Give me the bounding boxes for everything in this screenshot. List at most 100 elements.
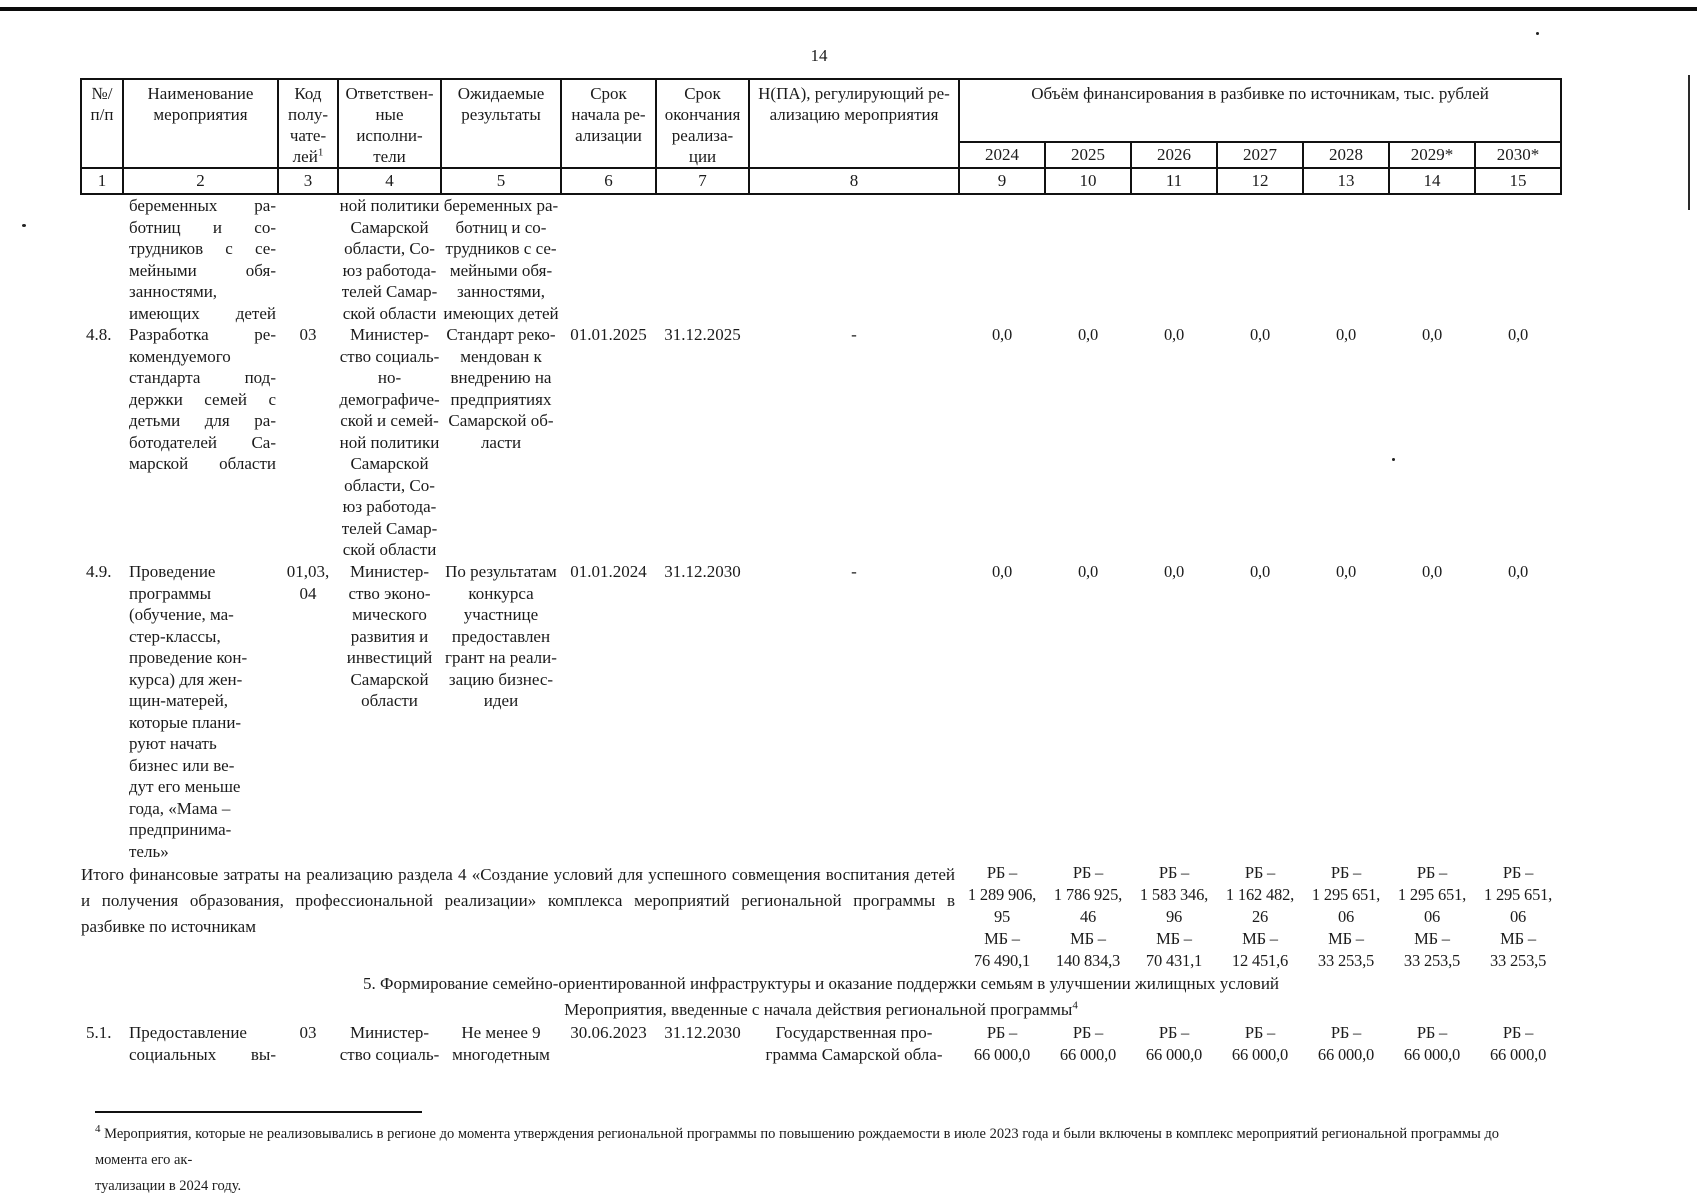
cell-executor: Министер- ство социаль- но- демографиче-… (339, 325, 440, 559)
column-number: 1 (80, 167, 124, 195)
cell-value-2028: 0,0 (1335, 325, 1357, 344)
cell-value-2029: 0,0 (1421, 325, 1443, 344)
cell-executor: ной политики Самарской области, Со- юз р… (339, 196, 440, 323)
cell-end-date: 31.12.2025 (664, 325, 741, 344)
year-header-2030: 2030* (1473, 140, 1563, 170)
total-value-2028: РБ – 1 295 651, 06 МБ – 33 253,5 (1311, 863, 1381, 970)
cell-code: 03 (299, 1023, 317, 1042)
cell-value-2026: 0,0 (1163, 562, 1185, 581)
cell-row-num (81, 194, 123, 324)
section5-title: 5. Формирование семейно-ориентированной … (363, 974, 1280, 993)
col-header-name: Наименование мероприятия (122, 78, 279, 169)
table-row-section5-title: 5. Формирование семейно-ориентированной … (81, 972, 1561, 998)
cell-value-2025: 0,0 (1077, 325, 1099, 344)
cell-value-2030: 0,0 (1508, 325, 1529, 344)
section5-footnote-ref: 4 (1072, 999, 1078, 1012)
table-row-4-8: 4.8. Разработка ре- комендуемого стандар… (81, 324, 1561, 561)
cell-value-2028: РБ – 66 000,0 (1317, 1023, 1375, 1064)
total-value-2024: РБ – 1 289 906, 95 МБ – 76 490,1 (967, 863, 1037, 970)
section5-subtitle: Мероприятия, введенные с начала действия… (81, 998, 1561, 1022)
footnote-marker: 4 (95, 1123, 101, 1136)
cell-code (278, 194, 338, 324)
cell-value-2024: 0,0 (991, 562, 1013, 581)
year-header-2025: 2025 (1044, 140, 1132, 170)
cell-value-2026: 0,0 (1163, 325, 1185, 344)
cell-value-2029: 0,0 (1421, 562, 1443, 581)
cell-measure-name: Проведение программы (обучение, ма- стер… (129, 562, 248, 861)
cell-value-2024: РБ – 66 000,0 (973, 1023, 1031, 1064)
scan-artifact-dot (1536, 32, 1539, 35)
column-number: 4 (337, 167, 442, 195)
col-header-code-text: Код полу- чате- лей (287, 84, 329, 166)
cell-executor: Министер- ство социаль- (339, 1023, 440, 1064)
col-header-start-date: Срок начала ре- ализации (560, 78, 657, 169)
table-row-continuation: беременных ра- ботниц и со- трудников с … (81, 194, 1561, 324)
col-header-results: Ожидаемые результаты (440, 78, 562, 169)
column-number: 15 (1473, 167, 1563, 195)
cell-result: Стандарт реко- мендован к внедрению на п… (446, 325, 556, 452)
cell-measure-name: Разработка ре- комендуемого стандарта по… (129, 325, 276, 473)
cell-value-2030: 0,0 (1508, 562, 1529, 581)
section5-subtitle-text: Мероприятия, введенные с начала действия… (564, 1000, 1073, 1019)
column-number: 9 (958, 167, 1046, 195)
cell-end-date: 31.12.2030 (664, 562, 741, 581)
cell-value-2025: 0,0 (1077, 562, 1099, 581)
column-number: 14 (1388, 167, 1476, 195)
cell-npa: Государственная про- грамма Самарской об… (765, 1023, 943, 1064)
cell-code: 03 (299, 325, 317, 344)
cell-row-num: 4.9. (86, 562, 112, 581)
cell-value-2030: РБ – 66 000,0 (1489, 1023, 1547, 1064)
column-number: 12 (1216, 167, 1304, 195)
footnote: 4 Мероприятия, которые не реализовывалис… (95, 1121, 1550, 1199)
col-header-code: Код полу- чате- лей1 (277, 78, 339, 169)
section4-total-label: Итого финансовые затраты на реализацию р… (81, 865, 955, 936)
cell-row-num: 5.1. (86, 1023, 112, 1042)
scan-edge-line (0, 7, 1697, 11)
cell-start-date: 01.01.2024 (570, 562, 647, 581)
scan-artifact-line (1688, 75, 1690, 210)
col-header-num: №/ п/п (80, 78, 124, 169)
cell-row-num: 4.8. (86, 325, 112, 344)
cell-end-date: 31.12.2030 (664, 1023, 741, 1042)
cell-measure-name: Предоставление социальных вы- (129, 1023, 276, 1064)
col-header-executor: Ответствен- ные исполни- тели (337, 78, 442, 169)
total-value-2030: РБ – 1 295 651, 06 МБ – 33 253,5 (1483, 863, 1553, 970)
cell-code: 01,03, 04 (286, 562, 330, 603)
column-number: 6 (560, 167, 657, 195)
col-header-financing: Объём финансирования в разбивке по источ… (957, 78, 1563, 143)
col-header-code-footnote-ref: 1 (317, 146, 324, 159)
cell-value-2027: 0,0 (1249, 325, 1271, 344)
column-number: 10 (1044, 167, 1132, 195)
year-header-2026: 2026 (1130, 140, 1218, 170)
total-value-2027: РБ – 1 162 482, 26 МБ – 12 451,6 (1225, 863, 1295, 970)
column-number: 2 (122, 167, 279, 195)
column-number: 13 (1302, 167, 1390, 195)
cell-value-2027: РБ – 66 000,0 (1231, 1023, 1289, 1064)
column-number: 3 (277, 167, 339, 195)
scan-artifact-dot (1392, 458, 1395, 461)
cell-executor: Министер- ство эконо- мического развития… (346, 562, 433, 710)
year-header-2029: 2029* (1388, 140, 1476, 170)
financing-measures-table: №/ п/п Наименование мероприятия Код полу… (80, 78, 1563, 1102)
table-row-section5-subtitle: Мероприятия, введенные с начала действия… (81, 998, 1561, 1022)
col-header-end-date: Срок окончания реализа- ции (655, 78, 750, 169)
column-number: 11 (1130, 167, 1218, 195)
year-header-2028: 2028 (1302, 140, 1390, 170)
year-header-2027: 2027 (1216, 140, 1304, 170)
page-number: 14 (810, 46, 828, 65)
cell-value-2029: РБ – 66 000,0 (1403, 1023, 1461, 1064)
total-value-2025: РБ – 1 786 925, 46 МБ – 140 834,3 (1053, 863, 1123, 970)
footnote-separator (95, 1111, 422, 1113)
year-header-2024: 2024 (958, 140, 1046, 170)
cell-npa: - (851, 562, 857, 581)
column-number: 5 (440, 167, 562, 195)
table-row-4-9: 4.9. Проведение программы (обучение, ма-… (81, 561, 1561, 862)
cell-result: По результатам конкурса участнице предос… (445, 562, 557, 710)
footnote-text: Мероприятия, которые не реализовывались … (95, 1126, 1500, 1194)
column-number: 8 (748, 167, 960, 195)
cell-start-date: 01.01.2025 (570, 325, 647, 344)
total-value-2029: РБ – 1 295 651, 06 МБ – 33 253,5 (1397, 863, 1467, 970)
total-value-2026: РБ – 1 583 346, 96 МБ – 70 431,1 (1139, 863, 1209, 970)
column-number: 7 (655, 167, 750, 195)
col-header-npa: Н(ПА), регулирующий ре- ализацию меропри… (748, 78, 960, 169)
